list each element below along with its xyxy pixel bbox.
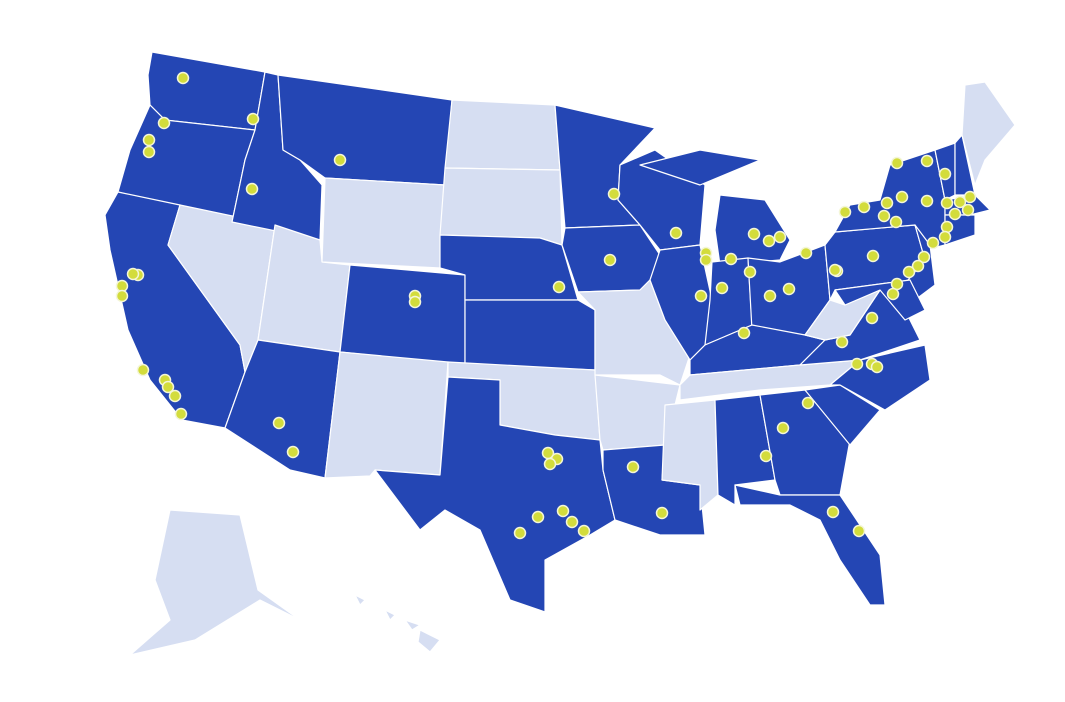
location-marker[interactable] [826,505,840,519]
state-co[interactable] [339,264,466,366]
location-marker[interactable] [513,526,527,540]
location-marker[interactable] [911,259,925,273]
state-ak[interactable] [129,509,301,656]
location-marker[interactable] [161,380,175,394]
location-marker[interactable] [699,253,713,267]
location-marker[interactable] [799,246,813,260]
state-tx[interactable] [374,376,616,613]
state-hi[interactable] [354,594,441,653]
location-marker[interactable] [776,421,790,435]
location-marker[interactable] [852,524,866,538]
location-marker[interactable] [953,195,967,209]
location-marker[interactable] [938,167,952,181]
location-marker[interactable] [762,234,776,248]
location-marker[interactable] [763,289,777,303]
location-marker[interactable] [920,194,934,208]
state-mo[interactable] [577,279,691,386]
location-marker[interactable] [948,207,962,221]
location-marker[interactable] [142,133,156,147]
location-marker[interactable] [828,263,842,277]
location-marker[interactable] [694,289,708,303]
location-marker[interactable] [902,265,916,279]
location-marker[interactable] [782,282,796,296]
location-marker[interactable] [286,445,300,459]
location-marker[interactable] [835,335,849,349]
location-marker[interactable] [743,265,757,279]
location-marker[interactable] [272,416,286,430]
location-marker[interactable] [543,457,557,471]
location-marker[interactable] [877,209,891,223]
location-marker[interactable] [737,326,751,340]
location-marker[interactable] [857,200,871,214]
location-marker[interactable] [669,226,683,240]
location-marker[interactable] [895,190,909,204]
location-marker[interactable] [556,504,570,518]
state-fl[interactable] [734,484,886,606]
markers-layer [115,71,977,540]
state-md[interactable] [834,279,926,321]
location-marker[interactable] [245,182,259,196]
location-marker[interactable] [531,510,545,524]
location-marker[interactable] [168,389,182,403]
state-ks[interactable] [464,299,596,371]
location-marker[interactable] [890,156,904,170]
state-sd[interactable] [439,167,563,246]
location-marker[interactable] [963,190,977,204]
location-marker[interactable] [603,253,617,267]
location-marker[interactable] [715,281,729,295]
state-nd[interactable] [444,99,561,171]
location-marker[interactable] [142,145,156,159]
state-wy[interactable] [321,177,446,269]
location-marker[interactable] [136,363,150,377]
location-marker[interactable] [961,203,975,217]
location-marker[interactable] [174,407,188,421]
state-me[interactable] [961,81,1016,186]
location-marker[interactable] [920,154,934,168]
location-marker[interactable] [655,506,669,520]
location-marker[interactable] [865,311,879,325]
location-marker[interactable] [246,112,260,126]
location-marker[interactable] [801,396,815,410]
location-marker[interactable] [126,267,140,281]
location-marker[interactable] [333,153,347,167]
location-marker[interactable] [724,252,738,266]
location-marker[interactable] [880,196,894,210]
location-marker[interactable] [866,249,880,263]
location-marker[interactable] [115,289,129,303]
state-nm[interactable] [324,351,449,479]
location-marker[interactable] [607,187,621,201]
location-marker[interactable] [917,250,931,264]
location-marker[interactable] [759,449,773,463]
location-marker[interactable] [940,196,954,210]
location-marker[interactable] [838,205,852,219]
location-marker[interactable] [889,215,903,229]
state-sc[interactable] [804,384,881,446]
location-marker[interactable] [552,280,566,294]
location-marker[interactable] [773,230,787,244]
location-marker[interactable] [870,360,884,374]
location-marker[interactable] [565,515,579,529]
location-marker[interactable] [940,220,954,234]
location-marker[interactable] [926,236,940,250]
location-marker[interactable] [886,287,900,301]
location-marker[interactable] [157,116,171,130]
location-marker[interactable] [938,230,952,244]
states-layer [104,51,1016,656]
location-marker[interactable] [626,460,640,474]
location-marker[interactable] [408,295,422,309]
location-marker[interactable] [747,227,761,241]
location-marker[interactable] [850,357,864,371]
location-marker[interactable] [176,71,190,85]
location-marker[interactable] [577,524,591,538]
